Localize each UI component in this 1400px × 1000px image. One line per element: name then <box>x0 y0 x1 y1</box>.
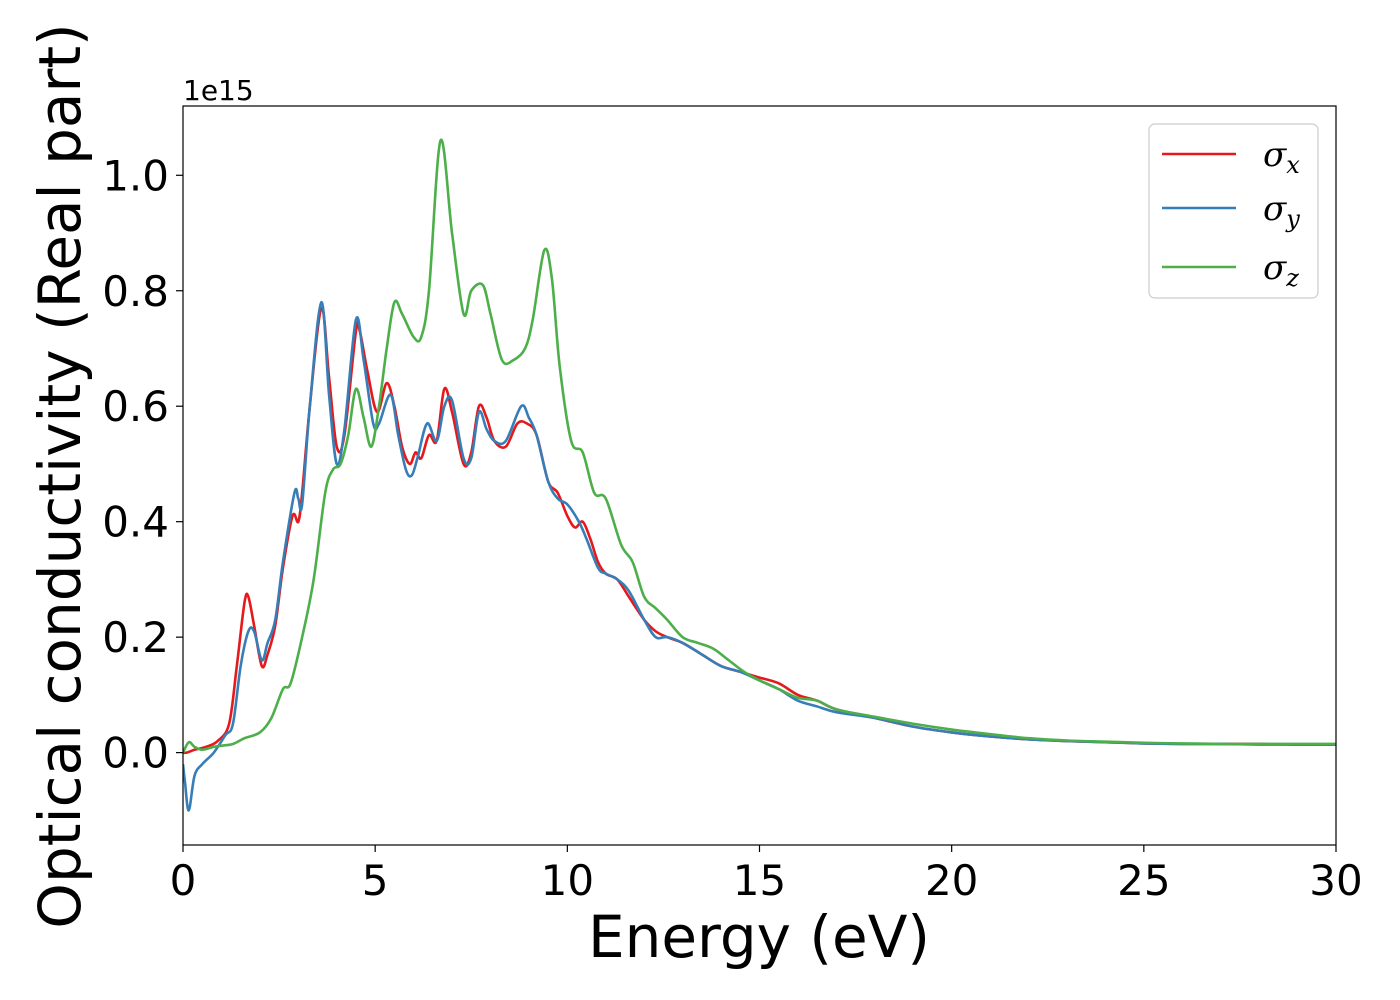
y-axis-ticks: 0.0 0.2 0.4 0.6 0.8 1.0 <box>102 151 183 778</box>
y-tick-label: 0.0 <box>102 729 169 778</box>
legend: σx σy σz <box>1148 123 1319 299</box>
x-tick-label: 10 <box>541 856 594 905</box>
x-tick-label: 20 <box>925 856 978 905</box>
x-tick-label: 15 <box>733 856 786 905</box>
y-tick-label: 0.4 <box>102 498 169 547</box>
y-axis-label: Optical conductivity (Real part) <box>26 23 94 928</box>
series-layer <box>183 138 1336 812</box>
legend-label-z: σz <box>1263 248 1299 292</box>
x-axis-label: Energy (eV) <box>588 903 930 971</box>
x-tick-label: 0 <box>170 856 197 905</box>
legend-box <box>1148 123 1319 299</box>
x-tick-label: 25 <box>1117 856 1170 905</box>
y-tick-label: 1.0 <box>102 151 169 200</box>
y-offset-label: 1e15 <box>183 74 254 107</box>
x-axis-ticks: 0 5 10 15 20 25 30 <box>170 845 1363 905</box>
plot-background <box>183 106 1336 845</box>
legend-label-x: σx <box>1263 135 1300 179</box>
series-line-z <box>183 138 1336 754</box>
y-tick-label: 0.6 <box>102 382 169 431</box>
series-line-y <box>183 300 1336 812</box>
x-tick-label: 5 <box>362 856 389 905</box>
legend-label-y: σy <box>1263 189 1300 233</box>
y-tick-label: 0.2 <box>102 613 169 662</box>
y-tick-label: 0.8 <box>102 267 169 316</box>
x-tick-label: 30 <box>1309 856 1362 905</box>
